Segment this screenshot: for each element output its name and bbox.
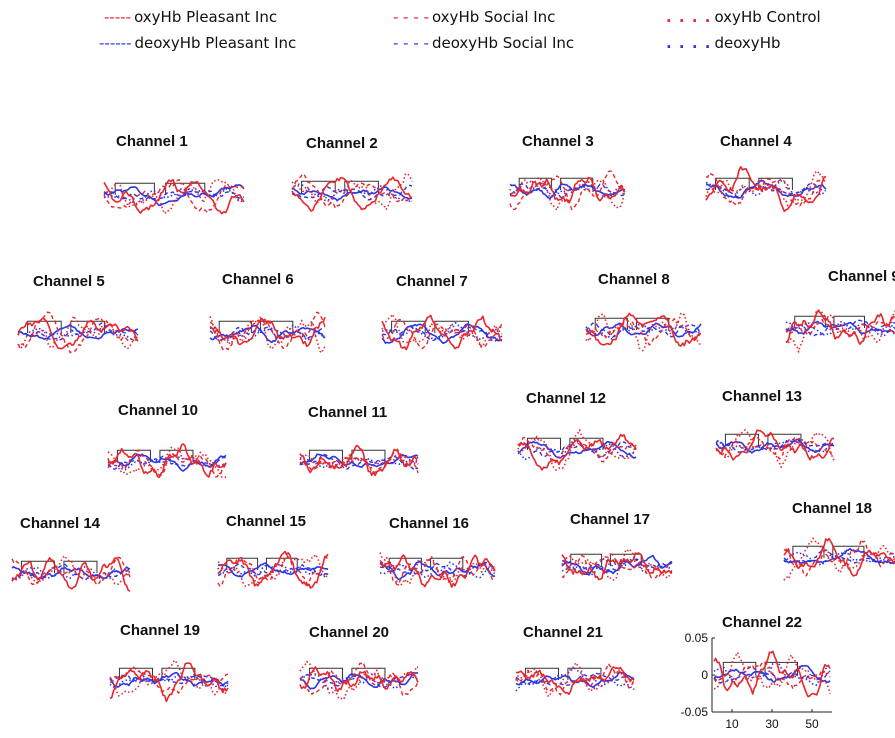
channel-title: Channel 18 bbox=[792, 500, 873, 517]
legend-entry-oxy-pleasant: ----- oxyHb Pleasant Inc bbox=[104, 8, 277, 26]
channel-title: Channel 11 bbox=[308, 404, 388, 421]
x-tick-label: 50 bbox=[805, 717, 819, 731]
channel-title: Channel 21 bbox=[523, 624, 604, 641]
y-tick-label: 0 bbox=[701, 668, 708, 682]
x-tick-label: 30 bbox=[765, 717, 779, 731]
channel-title: Channel 12 bbox=[526, 390, 607, 407]
channel-title: Channel 7 bbox=[396, 273, 468, 290]
legend-label: deoxyHb Social Inc bbox=[431, 34, 575, 52]
legend-symbol: - - - - bbox=[393, 34, 429, 52]
oxy-pleasant-line bbox=[713, 650, 831, 698]
deoxy-social-line bbox=[713, 665, 831, 684]
channel-title: Channel 5 bbox=[33, 273, 105, 290]
legend-entry-oxy-social: - - - - oxyHb Social Inc bbox=[393, 8, 555, 26]
channel-title: Channel 2 bbox=[306, 135, 378, 152]
channel-title: Channel 13 bbox=[722, 388, 803, 405]
legend-entry-deoxy-social: - - - - deoxyHb Social Inc bbox=[393, 34, 574, 52]
legend-label: oxyHb Social Inc bbox=[431, 8, 556, 26]
channel-title: Channel 22 bbox=[722, 614, 803, 631]
channel-title: Channel 16 bbox=[389, 515, 470, 532]
legend: ----- oxyHb Pleasant Inc - - - - oxyHb Soc… bbox=[0, 0, 895, 80]
legend-symbol: ------ bbox=[99, 34, 132, 52]
channel-title: Channel 8 bbox=[598, 271, 670, 288]
oxy-social-line bbox=[713, 661, 831, 690]
channel-title: Channel 1 bbox=[116, 133, 188, 150]
legend-symbol: . . . . bbox=[666, 34, 712, 52]
y-tick-label: -0.05 bbox=[681, 705, 709, 719]
y-tick-label: 0.05 bbox=[685, 631, 709, 645]
legend-label: deoxyHb bbox=[714, 34, 781, 52]
channel-title: Channel 9 bbox=[828, 268, 895, 285]
deoxy-pleasant-line bbox=[713, 664, 831, 683]
oxy-control-line bbox=[714, 651, 831, 695]
channel-title: Channel 20 bbox=[309, 624, 390, 641]
legend-label: oxyHb Pleasant Inc bbox=[134, 8, 278, 26]
legend-symbol: . . . . bbox=[666, 8, 712, 26]
channel-title: Channel 3 bbox=[522, 133, 594, 150]
channel-title: Channel 10 bbox=[118, 402, 199, 419]
legend-symbol: ----- bbox=[104, 8, 132, 26]
legend-label: oxyHb Control bbox=[714, 8, 821, 26]
channel-title: Channel 15 bbox=[226, 513, 307, 530]
channel-title: Channel 6 bbox=[222, 271, 294, 288]
channel-title: Channel 4 bbox=[720, 133, 792, 150]
legend-entry-deoxy: . . . . deoxyHb bbox=[666, 34, 781, 52]
legend-label: deoxyHb Pleasant Inc bbox=[134, 34, 297, 52]
channel-title: Channel 14 bbox=[20, 515, 101, 532]
legend-symbol: - - - - bbox=[393, 8, 429, 26]
channel-title: Channel 19 bbox=[120, 622, 201, 639]
legend-entry-oxy-control: . . . . oxyHb Control bbox=[666, 8, 821, 26]
legend-entry-deoxy-pleasant: ------ deoxyHb Pleasant Inc bbox=[99, 34, 296, 52]
x-tick-label: 10 bbox=[725, 717, 739, 731]
channel-title: Channel 17 bbox=[570, 511, 651, 528]
